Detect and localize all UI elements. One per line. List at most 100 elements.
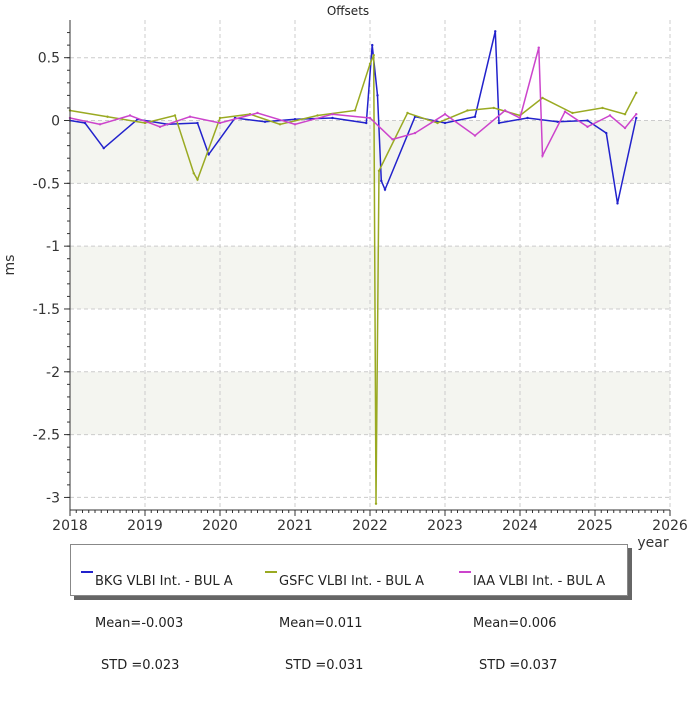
- legend-std: STD =0.031: [285, 658, 364, 673]
- data-point-0: [443, 121, 447, 125]
- data-point-1: [623, 113, 627, 116]
- y-tick-label: -1.5: [33, 302, 60, 318]
- legend-series-name: GSFC VLBI Int. - BUL A: [279, 574, 424, 589]
- data-point-1: [406, 111, 409, 115]
- data-point-2: [518, 116, 522, 120]
- data-point-0: [635, 116, 638, 120]
- data-point-2: [608, 114, 612, 117]
- legend-entry-bkg: BKG VLBI Int. - BUL A Mean=-0.003 STD =0…: [77, 547, 257, 715]
- shaded-band: [70, 120, 670, 184]
- legend-swatch-bkg: [81, 571, 93, 573]
- x-tick-label: 2025: [577, 518, 613, 534]
- data-point-0: [371, 43, 374, 47]
- data-point-0: [83, 121, 87, 125]
- data-point-0: [380, 179, 383, 183]
- x-tick-label: 2022: [352, 518, 388, 534]
- y-tick-label: 0: [51, 114, 60, 130]
- legend-entry-gsfc: GSFC VLBI Int. - BUL A Mean=0.011 STD =0…: [261, 547, 441, 715]
- data-point-0: [586, 119, 589, 122]
- data-point-0: [376, 94, 379, 97]
- data-point-2: [98, 123, 102, 126]
- x-tick-label: 2021: [277, 518, 313, 534]
- data-point-0: [616, 202, 619, 205]
- data-point-1: [316, 114, 319, 117]
- data-point-2: [256, 111, 259, 115]
- background-bands: [70, 120, 670, 435]
- data-point-2: [413, 131, 417, 135]
- data-point-2: [623, 126, 627, 130]
- data-point-1: [571, 111, 574, 115]
- data-point-1: [173, 114, 177, 117]
- data-point-1: [218, 116, 222, 120]
- y-tick-label: -1: [46, 239, 60, 255]
- legend-swatch-iaa: [459, 571, 471, 573]
- data-point-0: [556, 120, 559, 123]
- legend-entry-iaa: IAA VLBI Int. - BUL A Mean=0.006 STD =0.…: [455, 547, 625, 715]
- y-tick-labels: 0.5 0 -0.5 -1 -1.5 -2 -2.5 -3: [33, 51, 60, 507]
- data-point-2: [293, 123, 297, 126]
- y-tick-label: 0.5: [38, 51, 60, 67]
- y-tick-label: -2.5: [33, 428, 60, 444]
- data-point-0: [473, 115, 477, 118]
- data-point-1: [106, 115, 109, 118]
- x-tick-label: 2023: [427, 518, 463, 534]
- data-point-1: [196, 178, 199, 181]
- data-point-0: [365, 121, 368, 125]
- x-tick-labels: 2018 2019 2020 2021 2022 2023 2024 2025 2026: [52, 518, 688, 534]
- data-point-1: [278, 123, 282, 126]
- data-point-2: [331, 113, 334, 116]
- data-point-2: [586, 125, 589, 128]
- legend-std: STD =0.023: [101, 658, 180, 673]
- x-tick-label: 2024: [502, 518, 538, 534]
- data-point-2: [218, 121, 222, 125]
- data-point-1: [372, 53, 375, 57]
- data-point-0: [494, 30, 497, 33]
- legend-std: STD =0.037: [479, 658, 558, 673]
- data-point-0: [207, 153, 210, 156]
- axes: [64, 20, 671, 516]
- x-tick-label: 2026: [652, 518, 688, 534]
- data-point-2: [563, 110, 567, 113]
- legend-mean: Mean=0.011: [279, 616, 363, 631]
- legend-mean: Mean=0.006: [473, 616, 557, 631]
- data-point-0: [263, 120, 267, 123]
- data-point-0: [526, 116, 529, 120]
- y-tick-label: -0.5: [33, 176, 60, 192]
- legend-series-name: BKG VLBI Int. - BUL A: [95, 574, 233, 589]
- y-tick-label: -2: [46, 365, 60, 381]
- legend-mean: Mean=-0.003: [95, 616, 184, 631]
- data-point-0: [605, 131, 608, 135]
- data-point-1: [635, 91, 638, 95]
- data-point-0: [497, 121, 501, 125]
- data-point-1: [601, 106, 604, 110]
- data-point-1: [492, 106, 495, 110]
- data-point-1: [143, 121, 147, 125]
- data-point-0: [196, 121, 199, 125]
- data-point-2: [541, 154, 544, 157]
- data-point-2: [635, 113, 638, 116]
- data-point-2: [391, 138, 394, 141]
- data-point-0: [383, 188, 387, 191]
- data-point-2: [128, 114, 132, 117]
- x-axis-label: year: [637, 535, 668, 551]
- data-point-1: [368, 62, 372, 66]
- legend-swatch-gsfc: [265, 571, 277, 573]
- series-lines: [68, 30, 638, 505]
- data-point-1: [377, 169, 381, 172]
- chart-title: Offsets: [327, 4, 369, 18]
- x-tick-label: 2018: [52, 518, 88, 534]
- data-point-1: [541, 96, 544, 100]
- y-axis-label: ms: [2, 255, 18, 276]
- data-point-2: [188, 115, 192, 118]
- data-point-1: [374, 502, 378, 505]
- data-point-2: [443, 113, 447, 116]
- y-tick-label: -3: [46, 490, 60, 506]
- offsets-chart: Offsets 2018 2019 2020 2021 2022 2023 2024 2025…: [2, 4, 688, 551]
- shaded-band: [70, 246, 670, 309]
- data-point-2: [368, 116, 372, 120]
- data-point-2: [158, 125, 162, 128]
- shaded-band: [70, 371, 670, 435]
- x-tick-label: 2019: [127, 518, 163, 534]
- data-point-1: [192, 172, 195, 175]
- data-point-2: [473, 134, 477, 137]
